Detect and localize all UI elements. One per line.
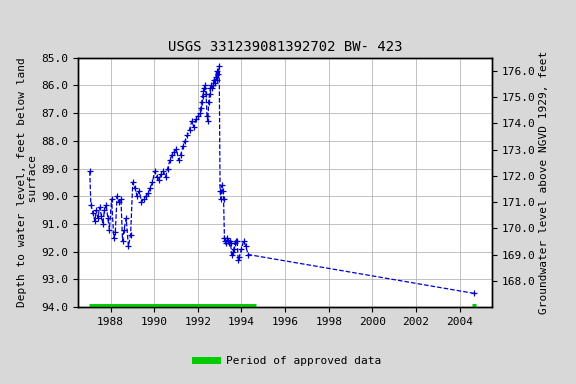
Legend: Period of approved data: Period of approved data bbox=[191, 352, 385, 371]
Y-axis label: Depth to water level, feet below land
 surface: Depth to water level, feet below land su… bbox=[17, 58, 38, 307]
Title: USGS 331239081392702 BW- 423: USGS 331239081392702 BW- 423 bbox=[168, 40, 403, 54]
Y-axis label: Groundwater level above NGVD 1929, feet: Groundwater level above NGVD 1929, feet bbox=[539, 51, 549, 314]
